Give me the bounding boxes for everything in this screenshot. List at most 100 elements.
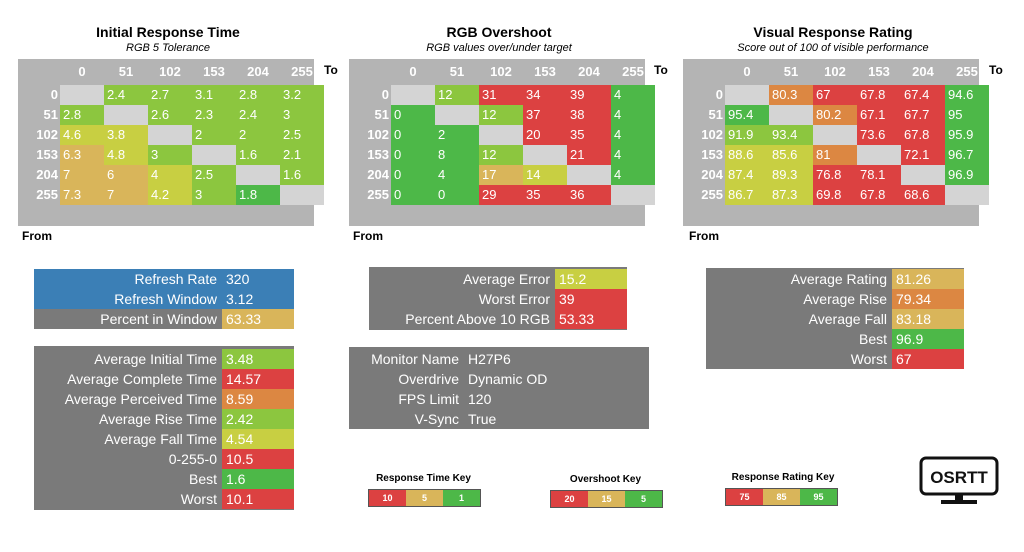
heatmap-cell: 95.4: [725, 105, 769, 125]
heatmap-cell: 37: [523, 105, 567, 125]
row-header: 0: [715, 87, 723, 102]
heatmap-cell: 12: [435, 85, 479, 105]
key-swatch: 5: [625, 491, 662, 507]
diagonal-cell: [901, 165, 945, 185]
stat-row: Refresh Rate 320: [34, 269, 294, 289]
stat-value: 10.5: [222, 449, 294, 469]
column-header: 102: [824, 64, 846, 79]
heatmap-cell: 87.3: [769, 185, 813, 205]
heatmap-cell: 29: [479, 185, 523, 205]
column-header: 153: [534, 64, 556, 79]
stat-label: Percent in Window: [34, 309, 222, 329]
heatmap-cell: 7.3: [60, 185, 104, 205]
info-row: V-Sync True: [349, 409, 649, 429]
heatmap-cell: 2.6: [148, 105, 192, 125]
stat-row: Refresh Window 3.12: [34, 289, 294, 309]
heatmap-cell: 4: [611, 145, 655, 165]
heatmap-cell: 34: [523, 85, 567, 105]
heatmap-cell: 95: [945, 105, 989, 125]
heatmap-cell: 67.8: [857, 85, 901, 105]
overshoot-key-title: Overshoot Key: [569, 474, 642, 485]
axis-from-label: From: [22, 229, 52, 243]
heatmap-cell: 38: [567, 105, 611, 125]
heatmap-cell: 67.1: [857, 105, 901, 125]
heatmap-cell: 2.4: [236, 105, 280, 125]
column-header: 51: [783, 64, 799, 79]
row-header: 102: [36, 127, 58, 142]
heatmap-cell: 85.6: [769, 145, 813, 165]
response-time-key-title: Response Time Key: [376, 473, 471, 484]
heatmap-cell: 4: [611, 85, 655, 105]
info-label: V-Sync: [349, 409, 464, 429]
diagonal-cell: [611, 185, 655, 205]
heatmap-cell: 2.5: [192, 165, 236, 185]
row-header: 255: [36, 187, 58, 202]
diagonal-cell: [192, 145, 236, 165]
heatmap-cell: 21: [567, 145, 611, 165]
heatmap-cell: 3.8: [104, 125, 148, 145]
heatmap-cell: 73.6: [857, 125, 901, 145]
heatmap-cell: 2.7: [148, 85, 192, 105]
diagonal-cell: [391, 85, 435, 105]
heatmap-cell: 2.5: [280, 125, 324, 145]
stat-label: Average Error: [369, 269, 555, 289]
stat-row: Average Error 15.2: [369, 269, 627, 289]
row-header: 51: [374, 107, 389, 122]
matrix-subtitle-overshoot: RGB values over/under target: [426, 42, 572, 54]
column-header: 51: [118, 64, 134, 79]
diagonal-cell: [523, 145, 567, 165]
heatmap-cell: 69.8: [813, 185, 857, 205]
column-header: 255: [291, 64, 313, 79]
row-header: 255: [701, 187, 723, 202]
axis-to-label: To: [654, 63, 668, 77]
key-swatch: 15: [588, 491, 625, 507]
heatmap-cell: 4: [611, 105, 655, 125]
matrix-title-overshoot: RGB Overshoot: [446, 24, 552, 40]
key-swatch: 75: [726, 489, 763, 505]
diagonal-cell: [813, 125, 857, 145]
row-header: 204: [367, 167, 389, 182]
stat-label: Average Complete Time: [34, 369, 222, 389]
stat-value: 2.42: [222, 409, 294, 429]
heatmap-cell: 12: [479, 145, 523, 165]
axis-from-label: From: [689, 229, 719, 243]
stat-label: Percent Above 10 RGB: [369, 309, 555, 329]
diagonal-cell: [479, 125, 523, 145]
heatmap-cell: 0: [391, 105, 435, 125]
diagonal-cell: [60, 85, 104, 105]
stat-value: 79.34: [892, 289, 964, 309]
heatmap-cell: 4.2: [148, 185, 192, 205]
row-header: 255: [367, 187, 389, 202]
stat-label: Average Rise: [706, 289, 892, 309]
heatmap-cell: 39: [567, 85, 611, 105]
heatmap-cell: 88.6: [725, 145, 769, 165]
heatmap-rgb-overshoot: 0 51 102 153 204 255 0 12 31 34 39 4 51 0 12 37 38 4 102 0 2…: [349, 59, 655, 226]
heatmap-cell: 2: [435, 125, 479, 145]
heatmap-cell: 14: [523, 165, 567, 185]
stat-value: 96.9: [892, 329, 964, 349]
stat-row: Best 96.9: [706, 329, 964, 349]
heatmap-cell: 31: [479, 85, 523, 105]
heatmap-cell: 0: [391, 165, 435, 185]
stat-value: 83.18: [892, 309, 964, 329]
heatmap-cell: 96.7: [945, 145, 989, 165]
column-header: 255: [622, 64, 644, 79]
column-header: 204: [578, 64, 600, 79]
stat-row: Average Perceived Time 8.59: [34, 389, 294, 409]
heatmap-cell: 87.4: [725, 165, 769, 185]
stat-label: Refresh Window: [34, 289, 222, 309]
stat-label: Best: [706, 329, 892, 349]
stat-row: Average Initial Time 3.48: [34, 349, 294, 369]
heatmap-cell: 7: [60, 165, 104, 185]
heatmap-cell: 67.8: [901, 125, 945, 145]
heatmap-cell: 1.6: [236, 145, 280, 165]
matrix-subtitle-initial: RGB 5 Tolerance: [126, 42, 210, 54]
heatmap-cell: 94.6: [945, 85, 989, 105]
heatmap-cell: 3: [148, 145, 192, 165]
diagonal-cell: [945, 185, 989, 205]
info-value: Dynamic OD: [464, 369, 649, 389]
key-swatch: 5: [406, 490, 443, 506]
stat-row: 0-255-0 10.5: [34, 449, 294, 469]
matrix-subtitle-rating: Score out of 100 of visible performance: [737, 42, 929, 54]
overshoot-key: 20 15 5: [550, 490, 663, 508]
